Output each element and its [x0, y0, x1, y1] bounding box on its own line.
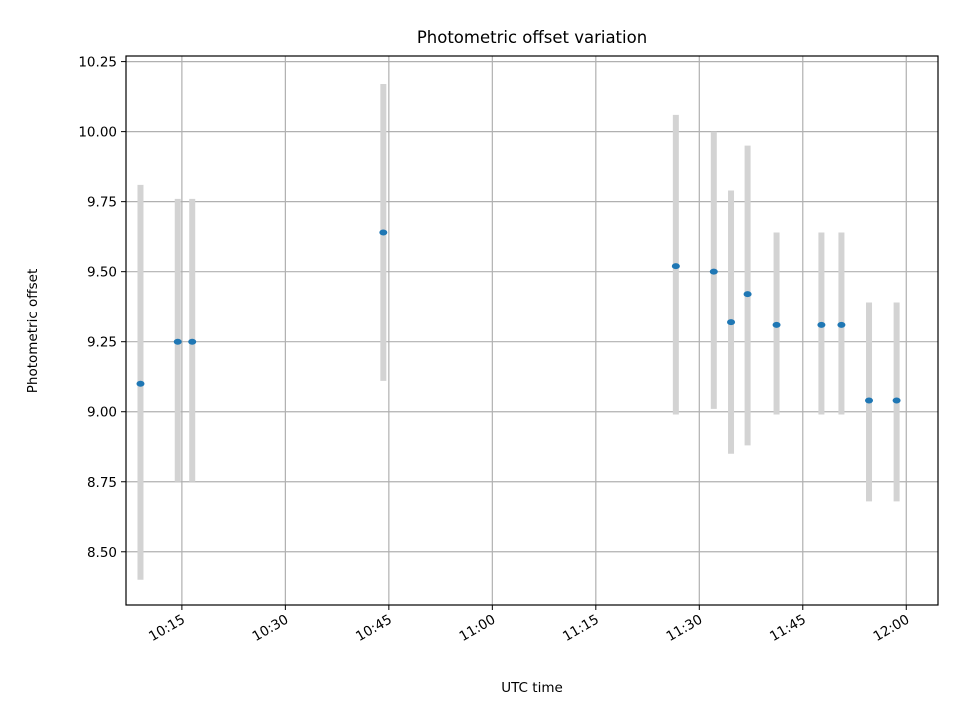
x-tick-label: 10:45 — [353, 612, 395, 645]
data-point — [865, 397, 874, 404]
data-point — [671, 263, 680, 270]
grid — [126, 56, 938, 605]
data-points — [136, 229, 901, 404]
data-point — [837, 321, 846, 328]
y-tick-label: 8.50 — [87, 545, 117, 561]
y-tick-label: 8.75 — [87, 475, 117, 491]
error-bars — [137, 84, 900, 580]
x-axis-ticks: 10:15 10:30 10:45 11:00 11:15 11:30 11:45 12:00 — [146, 605, 912, 645]
x-axis-label: UTC time — [501, 680, 563, 696]
y-tick-label: 10.00 — [78, 125, 117, 141]
y-tick-label: 9.75 — [87, 195, 117, 211]
x-tick-label: 11:00 — [457, 612, 499, 645]
x-tick-label: 12:00 — [871, 612, 913, 645]
data-point — [817, 321, 826, 328]
data-point — [772, 321, 781, 328]
data-point — [136, 380, 145, 387]
x-tick-label: 11:45 — [767, 612, 809, 645]
y-axis-ticks: 8.50 8.75 9.00 9.25 9.50 9.75 10.00 10.25 — [78, 55, 126, 561]
plot-area-frame — [125, 55, 939, 606]
data-point — [379, 229, 388, 236]
data-point — [709, 268, 718, 275]
y-tick-label: 9.25 — [87, 335, 117, 351]
x-tick-label: 11:15 — [560, 612, 602, 645]
x-tick-label: 10:15 — [146, 612, 188, 645]
data-point — [727, 319, 736, 326]
y-tick-label: 10.25 — [78, 55, 117, 71]
data-point — [892, 397, 901, 404]
data-point — [188, 338, 197, 345]
x-tick-label: 10:30 — [250, 612, 292, 645]
data-point — [743, 291, 752, 298]
x-tick-label: 11:30 — [664, 612, 706, 645]
data-point — [173, 338, 182, 345]
chart-title: Photometric offset variation — [417, 28, 647, 47]
y-tick-label: 9.50 — [87, 265, 117, 281]
y-axis-label: Photometric offset — [25, 269, 41, 393]
y-tick-label: 9.00 — [87, 405, 117, 421]
